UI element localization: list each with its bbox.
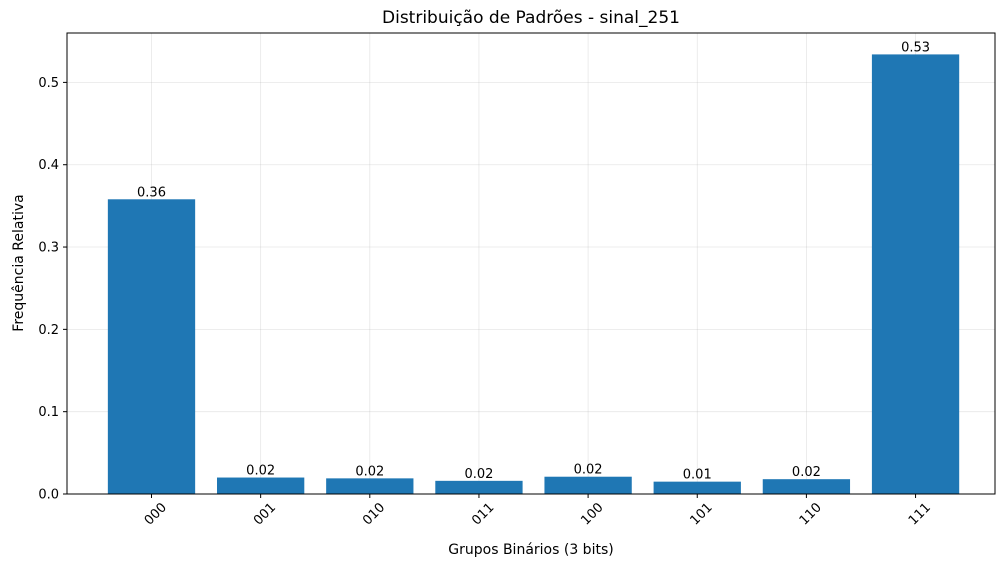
data-label-011: 0.02 xyxy=(464,467,493,482)
y-tick-label: 0.5 xyxy=(38,76,59,91)
x-tick-label: 011 xyxy=(469,500,497,528)
x-tick-label: 101 xyxy=(688,500,716,528)
y-axis-label: Frequência Relativa xyxy=(11,194,27,331)
x-tick-label: 100 xyxy=(578,500,606,528)
data-label-010: 0.02 xyxy=(355,464,384,479)
y-tick-label: 0.3 xyxy=(38,241,59,256)
x-tick-label: 111 xyxy=(906,500,934,528)
bar-001 xyxy=(217,478,304,494)
data-label-110: 0.02 xyxy=(792,465,821,480)
data-label-000: 0.36 xyxy=(137,185,166,200)
bar-010 xyxy=(326,478,413,494)
y-tick-label: 0.0 xyxy=(38,488,59,503)
bar-100 xyxy=(544,477,631,494)
data-labels-layer: 0.36 0.02 0.02 0.02 0.02 0.01 0.02 0.53 xyxy=(137,40,930,482)
y-tick-label: 0.4 xyxy=(38,158,59,173)
x-tick-label: 001 xyxy=(251,500,279,528)
bar-011 xyxy=(435,481,522,494)
bar-111 xyxy=(872,54,959,494)
x-tick-label: 010 xyxy=(360,500,388,528)
data-label-111: 0.53 xyxy=(901,40,930,55)
data-label-001: 0.02 xyxy=(246,464,275,479)
axes-layer xyxy=(67,33,995,494)
data-label-100: 0.02 xyxy=(574,463,603,478)
grid-layer xyxy=(67,33,995,494)
bars-layer xyxy=(108,54,959,494)
y-tick-label: 0.1 xyxy=(38,405,59,420)
bar-000 xyxy=(108,199,195,494)
x-tick-label: 000 xyxy=(142,500,170,528)
y-tick-label: 0.2 xyxy=(38,323,59,338)
data-label-101: 0.01 xyxy=(683,468,712,483)
plot-frame xyxy=(67,33,995,494)
bar-101 xyxy=(654,482,741,494)
x-tick-label: 110 xyxy=(797,500,825,528)
bar-110 xyxy=(763,479,850,494)
x-axis-label: Grupos Binários (3 bits) xyxy=(448,542,613,558)
chart-title: Distribuição de Padrões - sinal_251 xyxy=(382,8,680,28)
